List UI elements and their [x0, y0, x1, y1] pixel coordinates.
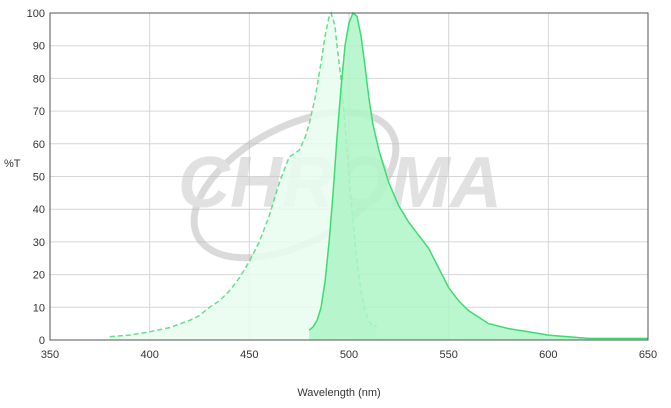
y-tick-label-8: 80 [33, 73, 45, 85]
y-tick-label-7: 70 [33, 106, 45, 118]
emission-line [308, 11, 648, 340]
y-axis-label: %T [4, 158, 21, 170]
x-tick-label-5: 600 [539, 349, 557, 361]
y-tick-label-1: 10 [33, 302, 45, 314]
x-tick-label-2: 450 [240, 349, 258, 361]
y-tick-label-0: 0 [39, 335, 45, 347]
y-tick-label-4: 40 [33, 204, 45, 216]
y-tick-label-2: 20 [33, 270, 45, 282]
x-tick-label-1: 400 [140, 349, 158, 361]
x-tick-label-0: 350 [41, 349, 59, 361]
y-tick-label-6: 60 [33, 139, 45, 151]
y-tick-label-10: 100 [27, 8, 45, 20]
series-layer [109, 11, 648, 340]
tick-labels: 350 400 450 500 550 600 650 0 10 20 30 40 50 60 70 80 90… [27, 8, 658, 361]
y-tick-label-3: 30 [33, 237, 45, 249]
emission-area [309, 13, 648, 340]
y-tick-label-9: 90 [33, 41, 45, 53]
plot-frame [49, 12, 649, 341]
x-tick-label-6: 650 [639, 349, 657, 361]
x-tick-label-4: 550 [439, 349, 457, 361]
x-axis-label: Wavelength (nm) [297, 387, 380, 399]
y-tick-label-5: 50 [33, 172, 45, 184]
x-tick-label-3: 500 [340, 349, 358, 361]
excitation-area [109, 13, 377, 340]
